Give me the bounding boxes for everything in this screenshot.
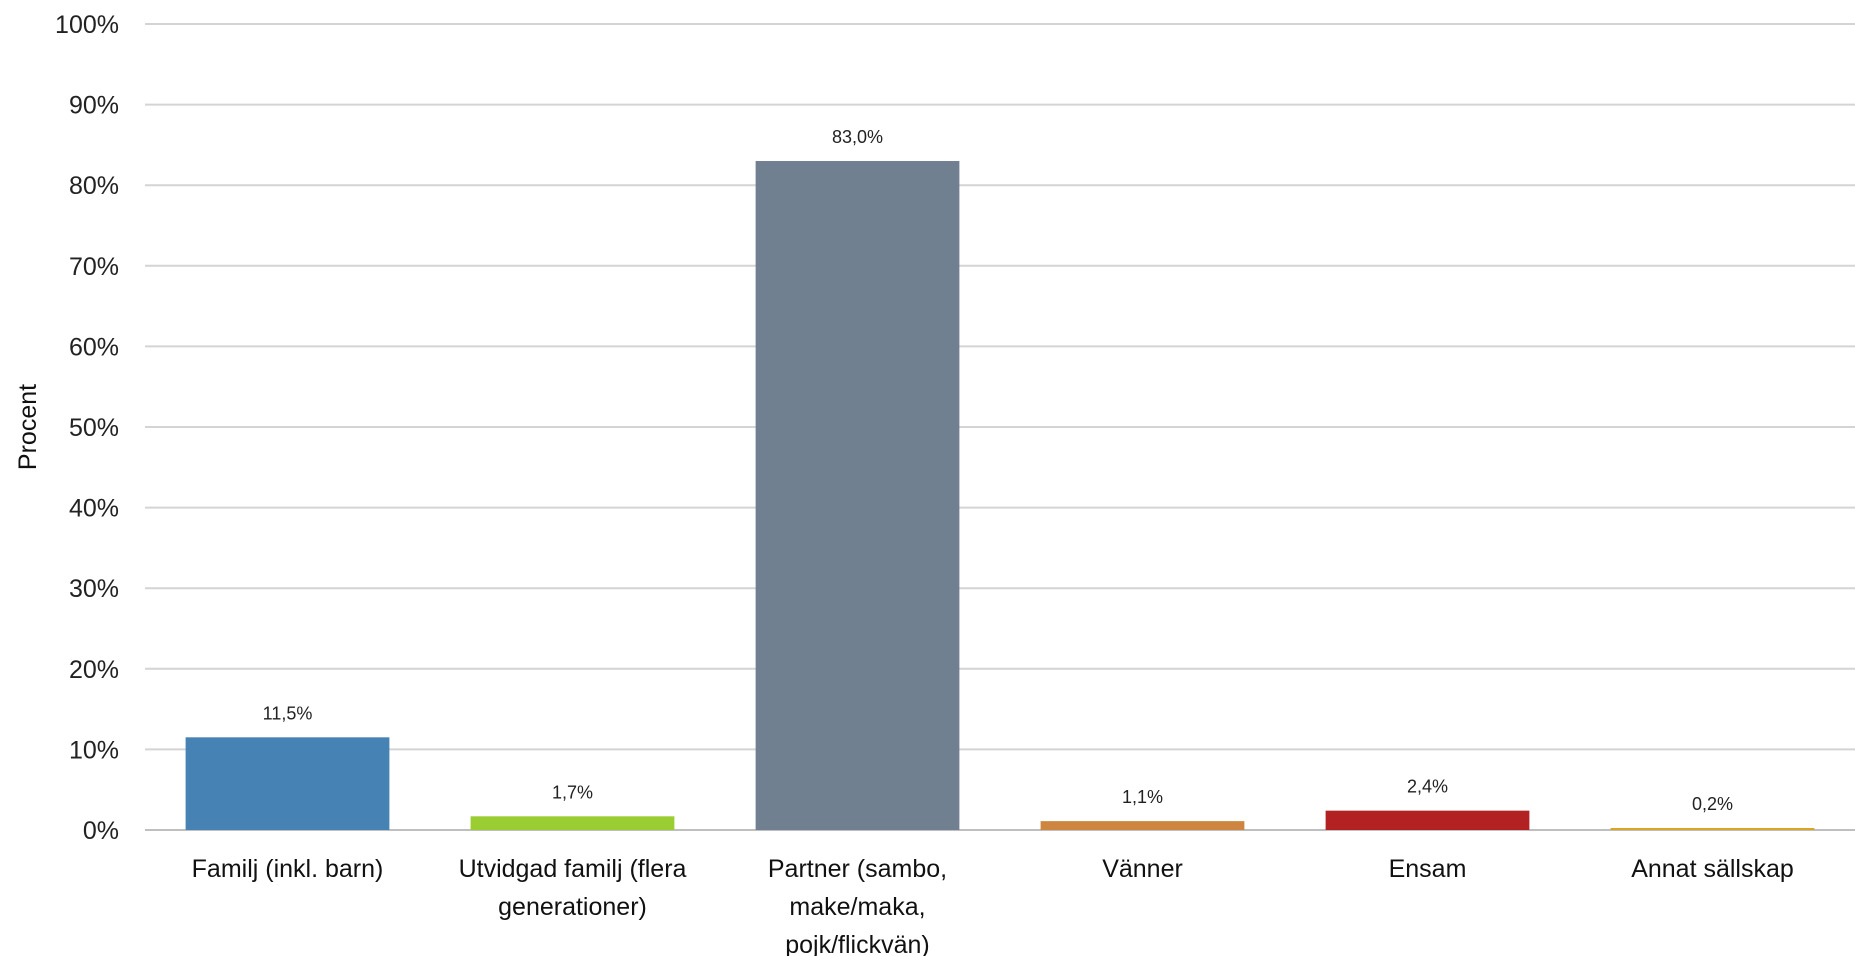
y-tick-label: 100% [55, 11, 119, 39]
y-tick-label: 10% [69, 736, 119, 764]
data-labels: 11,5% 1,7% 83,0% 1,1% 2,4% 0,2% [263, 127, 1733, 814]
bar [1610, 828, 1815, 830]
category-label-line: Annat sällskap [1631, 855, 1794, 883]
data-label: 83,0% [832, 127, 883, 147]
y-tick-label: 50% [69, 414, 119, 442]
bar [1040, 821, 1245, 830]
category-label: Annat sällskap [1631, 855, 1794, 883]
category-label-line: Vänner [1102, 855, 1183, 883]
bar [755, 161, 960, 830]
y-tick-label: 20% [69, 656, 119, 684]
bar [185, 737, 390, 830]
y-tick-label: 90% [69, 92, 119, 120]
x-axis-categories: Familj (inkl. barn) Utvidgad familj (fler… [192, 855, 1794, 956]
data-label: 2,4% [1407, 777, 1448, 797]
data-label: 0,2% [1692, 794, 1733, 814]
category-label-line: Familj (inkl. barn) [192, 855, 384, 883]
y-tick-label: 70% [69, 253, 119, 281]
category-label-line: Utvidgad familj (flera [459, 855, 687, 883]
category-label: Ensam [1389, 855, 1467, 883]
category-label-line: Partner (sambo, [768, 855, 947, 883]
category-label-line: make/maka, [789, 893, 925, 921]
y-axis-title: Procent [14, 384, 42, 470]
gridlines [145, 23, 1855, 831]
data-label: 1,1% [1122, 787, 1163, 807]
category-label: Partner (sambo, make/maka, pojk/flickvän) [768, 855, 947, 956]
category-label: Utvidgad familj (flera generationer) [459, 855, 687, 921]
category-label-line: generationer) [498, 893, 647, 921]
data-label: 1,7% [552, 782, 593, 802]
y-tick-label: 60% [69, 333, 119, 361]
bar [470, 816, 675, 830]
bar [1325, 810, 1530, 830]
y-axis-ticks: 0% 10% 20% 30% 40% 50% 60% 70% 80% 90% 100% [55, 11, 119, 845]
data-label: 11,5% [263, 703, 313, 723]
y-tick-label: 40% [69, 495, 119, 523]
category-label-line: Ensam [1389, 855, 1467, 883]
bars [185, 161, 1815, 830]
y-tick-label: 0% [83, 817, 119, 845]
category-label-line: pojk/flickvän) [785, 931, 930, 956]
y-tick-label: 30% [69, 575, 119, 603]
category-label: Familj (inkl. barn) [192, 855, 384, 883]
y-tick-label: 80% [69, 172, 119, 200]
category-label: Vänner [1102, 855, 1183, 883]
